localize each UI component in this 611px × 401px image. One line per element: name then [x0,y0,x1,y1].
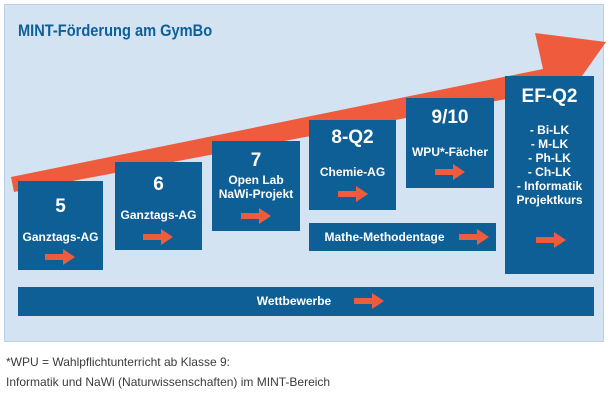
stage-label: Ganztags-AG [120,208,197,222]
stage-label: Chemie-AG [319,165,386,179]
stage-label-line: - Bi-LK [529,123,570,137]
right-arrow-icon [338,186,368,202]
stage-number: 9/10 [431,107,469,128]
stage-label: Ganztags-AG [22,230,99,244]
stage-label: WPU*-Fächer [411,145,488,159]
stage-label-line: - M-LK [530,137,569,151]
stage-box-7: 7 Open Lab NaWi-Projekt [212,141,300,231]
diagram-title: MINT-Förderung am GymBo [18,21,213,40]
stage-number: EF-Q2 [521,86,578,107]
stage-label-line: NaWi-Projekt [218,187,294,201]
stage-box-6: 6 Ganztags-AG [115,162,202,250]
footnote-line: *WPU = Wahlpflichtunterricht ab Klasse 9… [6,355,230,369]
stage-box-ef-q2: EF-Q2 - Bi-LK - M-LK - Ph-LK - Ch-LK - I… [505,76,594,274]
stage-label-line: Open Lab [228,173,284,187]
stage-box-9-10: 9/10 WPU*-Fächer [406,98,494,188]
footnote: *WPU = Wahlpflichtunterricht ab Klasse 9… [6,352,330,392]
right-arrow-icon [45,249,75,265]
wettbewerbe-label: Wettbewerbe [256,294,332,308]
stage-label-line: - Informatik [516,179,583,193]
mathe-methodentage-bar: Mathe-Methodentage [309,223,496,251]
footnote-line: Informatik und NaWi (Naturwissenschaften… [6,375,331,389]
right-arrow-icon [459,229,489,245]
stage-box-5: 5 Ganztags-AG [18,181,103,270]
right-arrow-icon [435,164,465,180]
right-arrow-icon [354,293,384,309]
stage-label-line: - Ch-LK [527,165,572,179]
right-arrow-icon [143,229,173,245]
stage-number: 6 [153,174,164,195]
right-arrow-icon [536,232,566,248]
stage-box-8-q2: 8-Q2 Chemie-AG [309,120,396,210]
stage-number: 7 [250,150,262,171]
stage-label-line: Projektkurs [516,193,583,207]
stage-number: 8-Q2 [331,127,374,148]
stage-number: 5 [55,196,66,217]
stage-label-line: - Ph-LK [528,151,571,165]
right-arrow-icon [241,208,271,224]
mathe-label: Mathe-Methodentage [324,230,445,244]
wettbewerbe-bar: Wettbewerbe [18,287,594,316]
